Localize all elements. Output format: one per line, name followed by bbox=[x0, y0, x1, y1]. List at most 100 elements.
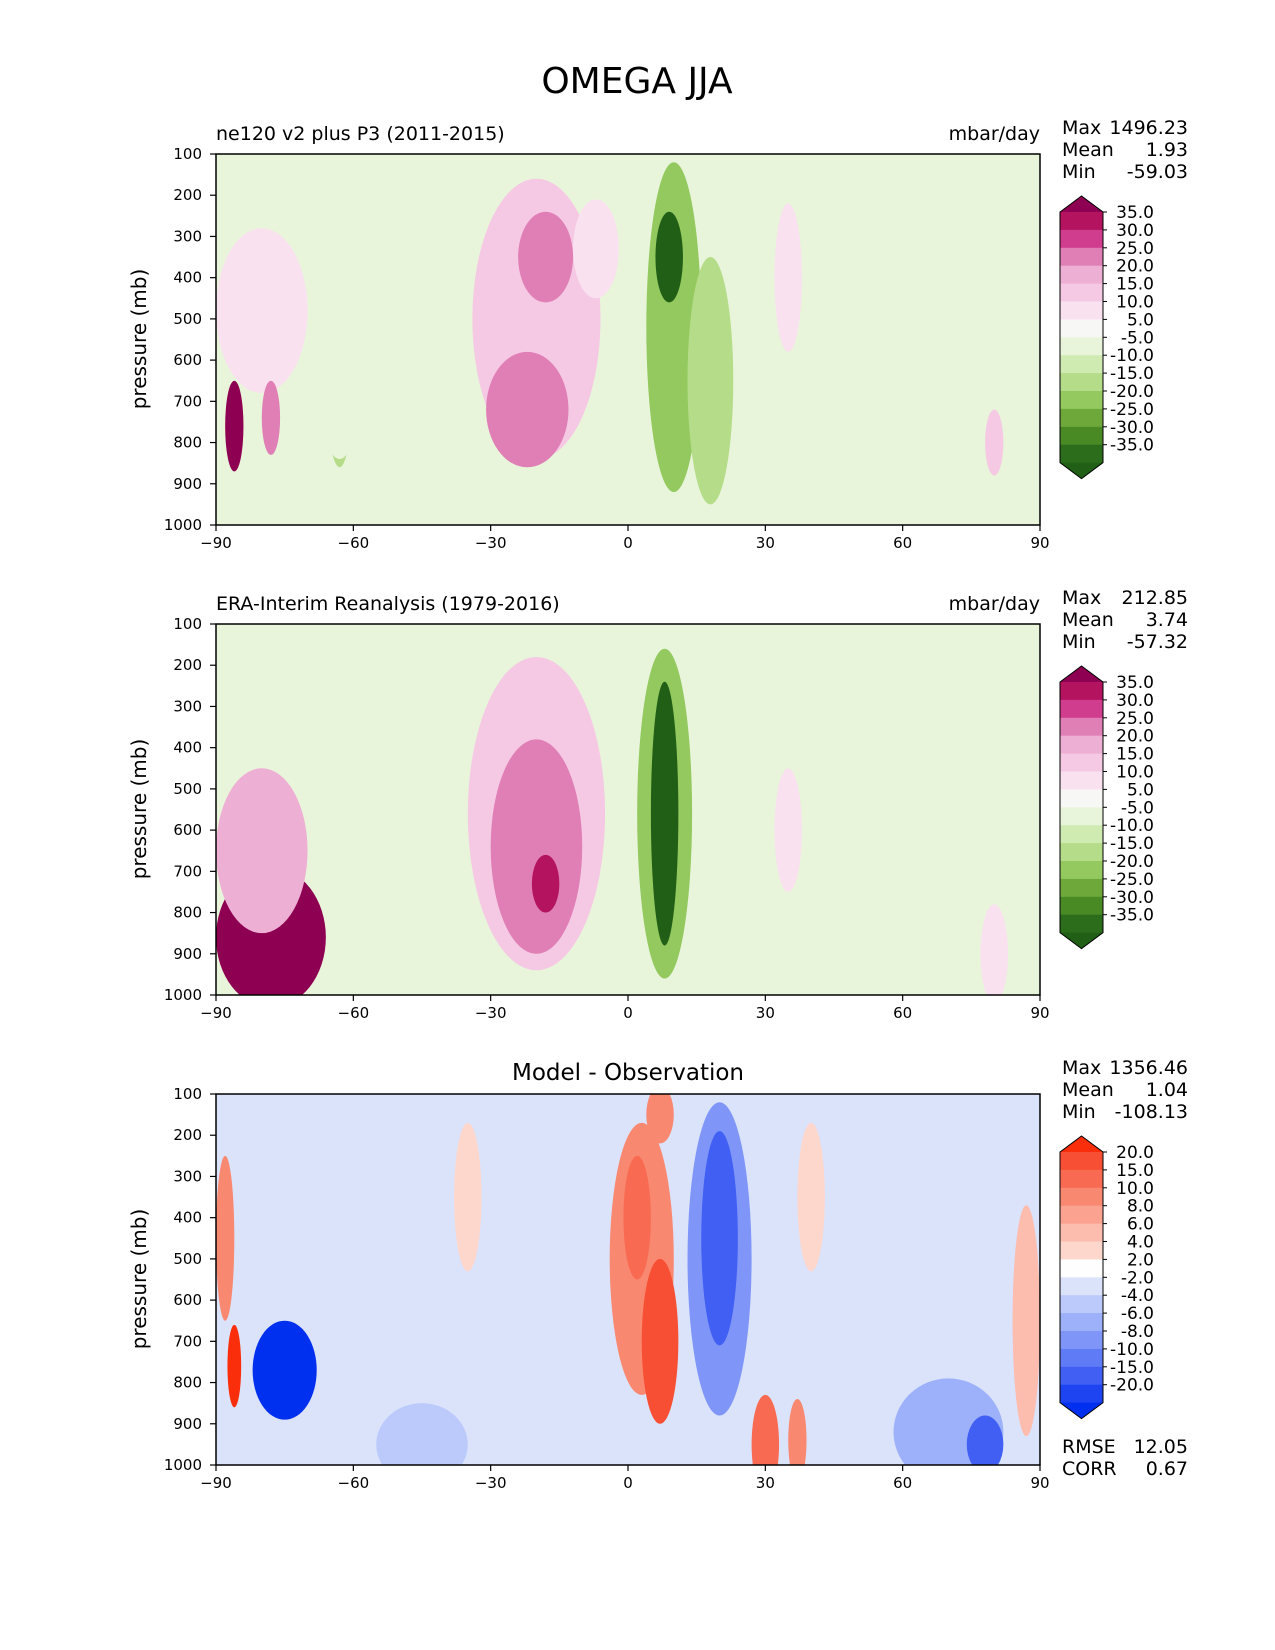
colorbar-label: 15.0 bbox=[1116, 745, 1154, 765]
contour-feature bbox=[312, 714, 368, 987]
panel-difference: Model - Observation pressure (mb) −90 −60… bbox=[127, 1057, 1188, 1492]
stat-value: 1356.46 bbox=[1109, 1057, 1188, 1079]
colorbar-segment bbox=[1060, 1205, 1103, 1225]
contour-feature bbox=[531, 854, 560, 913]
colorbar-segment bbox=[1060, 444, 1103, 464]
stat-value: -108.13 bbox=[1115, 1101, 1188, 1123]
colorbar-extend-max bbox=[1060, 1136, 1103, 1152]
colorbar-label: -20.0 bbox=[1110, 1376, 1154, 1396]
colorbar-extend-max bbox=[1060, 196, 1103, 212]
colorbar-label: -35.0 bbox=[1110, 906, 1154, 926]
colorbar-segment bbox=[1060, 789, 1103, 808]
colorbar-label: 6.0 bbox=[1127, 1215, 1154, 1235]
colorbar-label: 10.0 bbox=[1116, 293, 1154, 313]
stat-label: CORR bbox=[1062, 1458, 1117, 1480]
colorbar-segment bbox=[1060, 1223, 1103, 1242]
contour-feature bbox=[641, 1258, 679, 1424]
y-tick-label: 500 bbox=[173, 1250, 202, 1268]
colorbar-label: 5.0 bbox=[1127, 310, 1154, 330]
contour-feature bbox=[751, 1394, 780, 1465]
colorbar-label: -15.0 bbox=[1110, 364, 1154, 384]
y-tick-label: 700 bbox=[173, 392, 202, 410]
colorbar-segment bbox=[1060, 391, 1103, 410]
y-tick-label: 600 bbox=[173, 821, 202, 839]
colorbar-segment bbox=[1060, 896, 1103, 916]
colorbar-label: 10.0 bbox=[1116, 1179, 1154, 1199]
contour-feature bbox=[252, 1320, 317, 1420]
colorbar-extend-min bbox=[1060, 1402, 1103, 1419]
panel-title-right: mbar/day bbox=[949, 123, 1040, 145]
colorbar-outline bbox=[1059, 1135, 1104, 1420]
colorbar-segment bbox=[1060, 1384, 1103, 1404]
contour-feature bbox=[701, 1131, 738, 1346]
y-tick-label: 200 bbox=[173, 186, 202, 204]
colorbar-segment bbox=[1060, 914, 1103, 934]
colorbar-segment bbox=[1060, 1152, 1103, 1171]
contour-feature bbox=[1012, 1205, 1040, 1437]
contour-feature bbox=[499, 1143, 528, 1292]
contour-feature bbox=[797, 1122, 825, 1272]
colorbar-label: -10.0 bbox=[1110, 346, 1154, 366]
contour-feature bbox=[902, 788, 921, 872]
x-tick-label: −90 bbox=[200, 534, 232, 552]
y-tick-label: 300 bbox=[173, 697, 202, 715]
x-tick-label: −60 bbox=[338, 1474, 370, 1492]
y-tick-label: 300 bbox=[173, 1167, 202, 1185]
contour-feature bbox=[774, 203, 802, 352]
contour-feature bbox=[376, 1403, 468, 1465]
figure-title: OMEGA JJA bbox=[541, 61, 733, 102]
colorbar-segment bbox=[1060, 807, 1103, 826]
colorbar-segment bbox=[1060, 682, 1103, 701]
stat-label: Min bbox=[1062, 161, 1096, 183]
stat-label: Max bbox=[1062, 587, 1101, 609]
x-tick-label: 30 bbox=[756, 534, 775, 552]
colorbar-label: -5.0 bbox=[1121, 798, 1154, 818]
stat-value: 212.85 bbox=[1122, 587, 1188, 609]
colorbar-segment bbox=[1060, 1241, 1103, 1260]
colorbar-label: 30.0 bbox=[1116, 221, 1154, 241]
colorbar-label: -30.0 bbox=[1110, 418, 1154, 438]
colorbar-segment bbox=[1060, 212, 1103, 231]
stat-label: Min bbox=[1062, 631, 1096, 653]
colorbar-segment bbox=[1060, 319, 1103, 338]
y-tick-label: 800 bbox=[173, 1374, 202, 1392]
colorbar-segment bbox=[1060, 247, 1103, 267]
x-tick-label: 0 bbox=[623, 1004, 633, 1022]
colorbar-label: -10.0 bbox=[1110, 816, 1154, 836]
stat-value: 0.67 bbox=[1146, 1458, 1188, 1480]
colorbar-segment bbox=[1060, 301, 1103, 320]
colorbar-segment bbox=[1060, 843, 1103, 862]
contour-feature bbox=[893, 1176, 912, 1342]
x-tick-label: 90 bbox=[1030, 1004, 1049, 1022]
colorbar-segment bbox=[1060, 355, 1103, 374]
y-tick-label: 200 bbox=[173, 1126, 202, 1144]
colorbar-outline bbox=[1059, 665, 1104, 950]
contour-feature bbox=[623, 1155, 651, 1280]
y-tick-label: 100 bbox=[173, 615, 202, 633]
contour-feature bbox=[454, 1122, 482, 1272]
y-tick-label: 900 bbox=[173, 1415, 202, 1433]
contour-feature bbox=[980, 904, 1008, 995]
colorbar-segment bbox=[1060, 373, 1103, 392]
colorbar-label: -10.0 bbox=[1110, 1340, 1154, 1360]
colorbar: 20.015.010.08.06.04.02.0-2.0-4.0-6.0-8.0… bbox=[1059, 1135, 1154, 1420]
colorbar-extend-min bbox=[1060, 932, 1103, 949]
stat-label: Mean bbox=[1062, 1079, 1114, 1101]
colorbar-label: -8.0 bbox=[1121, 1322, 1154, 1342]
y-axis-label: pressure (mb) bbox=[127, 1209, 151, 1350]
y-tick-label: 300 bbox=[173, 227, 202, 245]
colorbar-segment bbox=[1060, 717, 1103, 737]
y-tick-label: 400 bbox=[173, 739, 202, 757]
contour-feature bbox=[216, 1155, 235, 1321]
x-tick-label: 90 bbox=[1030, 1474, 1049, 1492]
contour-feature bbox=[216, 768, 308, 934]
colorbar-label: 5.0 bbox=[1127, 780, 1154, 800]
x-tick-label: 60 bbox=[893, 1004, 912, 1022]
x-tick-label: −60 bbox=[338, 534, 370, 552]
colorbar-extend-max bbox=[1060, 666, 1103, 682]
stat-label: Min bbox=[1062, 1101, 1096, 1123]
x-tick-label: −30 bbox=[475, 1474, 507, 1492]
contour-feature bbox=[261, 380, 281, 455]
x-tick-label: 30 bbox=[756, 1474, 775, 1492]
colorbar-segment bbox=[1060, 1187, 1103, 1207]
